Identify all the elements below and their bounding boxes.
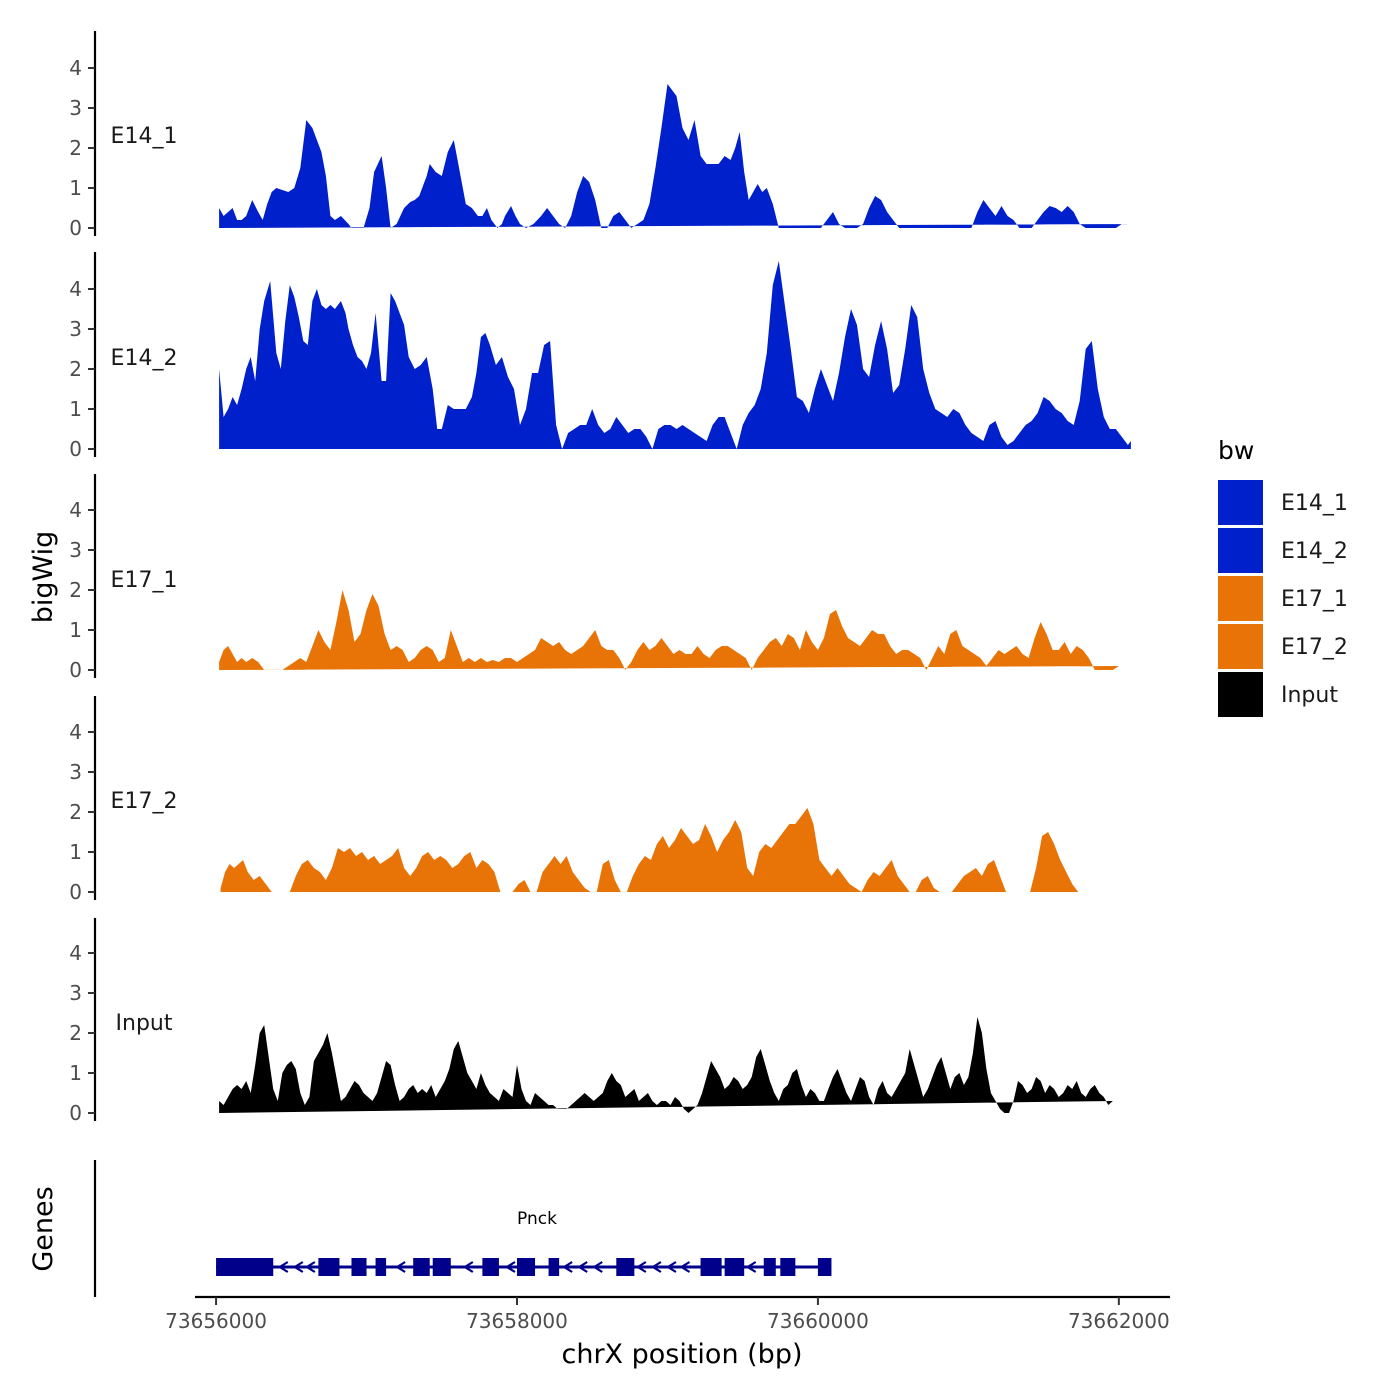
legend-label-E17_1: E17_1 — [1281, 587, 1348, 612]
gene-exon — [351, 1258, 367, 1276]
x-axis: 73656000 73658000 73660000 73662000 — [165, 1295, 1170, 1333]
gene-exon — [548, 1258, 560, 1276]
y-tick-label: 1 — [69, 397, 82, 421]
y-axis-title: bigWig — [28, 531, 59, 624]
legend-key-E17_1 — [1218, 576, 1263, 621]
x-tick-label: 73656000 — [165, 1309, 267, 1333]
legend-title: bw — [1218, 436, 1254, 465]
track-E14_1: 0 1 2 3 4 E14_1 — [69, 31, 1128, 240]
strand-arrow — [665, 1261, 677, 1273]
x-tick-label: 73660000 — [767, 1309, 869, 1333]
legend-label-Input: Input — [1281, 683, 1338, 708]
strand-arrow — [395, 1261, 406, 1273]
strand-arrow — [635, 1261, 647, 1273]
gene-exon — [482, 1258, 499, 1276]
y-tick-label: 3 — [69, 981, 82, 1005]
gene-track: Pnck — [93, 1160, 832, 1297]
y-tick-label: 1 — [69, 618, 82, 642]
strand-arrow — [504, 1261, 516, 1273]
gene-exon — [516, 1258, 536, 1276]
y-tick-label: 1 — [69, 1061, 82, 1085]
y-tick-label: 4 — [69, 498, 82, 522]
gene-exon — [763, 1258, 776, 1276]
y-tick-label: 0 — [69, 1101, 82, 1125]
y-tick-label: 3 — [69, 538, 82, 562]
strand-arrow — [462, 1261, 474, 1273]
gene-exon — [616, 1258, 635, 1276]
gene-exon — [724, 1258, 745, 1276]
y-tick-label: 0 — [69, 880, 82, 904]
genes-axis-title: Genes — [28, 1186, 59, 1271]
gene-exon — [413, 1258, 430, 1276]
track-area-E17_2 — [220, 808, 1109, 892]
y-tick-label: 0 — [69, 658, 82, 682]
gene-exon — [375, 1258, 387, 1276]
track-area-E14_2 — [219, 261, 1131, 449]
strand-arrow — [745, 1261, 757, 1273]
tracks-layer: 0 1 2 3 4 E14_1 0 1 2 3 4 E14_2 0 1 2 3 4 E17_1 0 1 2 3 4 E17_2… — [69, 31, 1131, 1125]
y-tick-label: 1 — [69, 840, 82, 864]
x-tick-label: 73658000 — [466, 1309, 568, 1333]
legend-key-E14_2 — [1218, 528, 1263, 573]
legend-key-E17_2 — [1218, 624, 1263, 669]
y-tick-label: 4 — [69, 941, 82, 965]
track-label-E14_1: E14_1 — [111, 124, 178, 149]
legend-label-E14_2: E14_2 — [1281, 539, 1348, 564]
strand-arrow — [292, 1261, 304, 1273]
y-tick-label: 0 — [69, 216, 82, 240]
x-axis-title: chrX position (bp) — [561, 1339, 802, 1370]
strand-arrow — [679, 1261, 691, 1273]
strand-arrow — [592, 1261, 603, 1273]
y-tick-label: 2 — [69, 800, 82, 824]
track-area-E14_1 — [219, 84, 1128, 228]
y-tick-label: 2 — [69, 1021, 82, 1045]
y-tick-label: 1 — [69, 176, 82, 200]
gene-exon — [700, 1258, 722, 1276]
track-label-Input: Input — [116, 1011, 173, 1036]
gene-exon — [817, 1258, 832, 1276]
legend: bw E14_1 E14_2 E17_1 E17_2 Input — [1218, 436, 1348, 717]
track-label-E17_1: E17_1 — [111, 568, 178, 593]
legend-label-E17_2: E17_2 — [1281, 635, 1348, 660]
track-E17_2: 0 1 2 3 4 E17_2 — [69, 696, 1109, 904]
strand-arrow — [650, 1261, 662, 1273]
y-tick-label: 2 — [69, 357, 82, 381]
gene-exon — [216, 1258, 274, 1276]
y-tick-label: 4 — [69, 720, 82, 744]
strand-arrow — [304, 1261, 316, 1273]
legend-key-E14_1 — [1218, 480, 1263, 525]
track-Input: 0 1 2 3 4 Input — [69, 918, 1113, 1125]
track-area-Input — [219, 1017, 1113, 1113]
track-E17_1: 0 1 2 3 4 E17_1 — [69, 474, 1119, 682]
gene-exon — [780, 1258, 796, 1276]
y-tick-label: 3 — [69, 96, 82, 120]
track-label-E14_2: E14_2 — [111, 346, 178, 371]
strand-arrow — [277, 1261, 289, 1273]
track-E14_2: 0 1 2 3 4 E14_2 — [69, 252, 1131, 461]
gene-exon — [432, 1258, 451, 1276]
y-tick-label: 0 — [69, 437, 82, 461]
strand-arrow — [577, 1261, 588, 1273]
x-tick-label: 73662000 — [1068, 1309, 1170, 1333]
y-tick-label: 4 — [69, 56, 82, 80]
gene-exon — [318, 1258, 340, 1276]
strand-arrow — [562, 1261, 573, 1273]
gene-name-label: Pnck — [517, 1209, 557, 1229]
y-tick-label: 4 — [69, 277, 82, 301]
y-tick-label: 3 — [69, 760, 82, 784]
y-tick-label: 2 — [69, 136, 82, 160]
legend-key-Input — [1218, 672, 1263, 717]
track-area-E17_1 — [219, 590, 1119, 670]
y-tick-label: 2 — [69, 578, 82, 602]
track-label-E17_2: E17_2 — [111, 789, 178, 814]
legend-label-E14_1: E14_1 — [1281, 491, 1348, 516]
y-tick-label: 3 — [69, 317, 82, 341]
